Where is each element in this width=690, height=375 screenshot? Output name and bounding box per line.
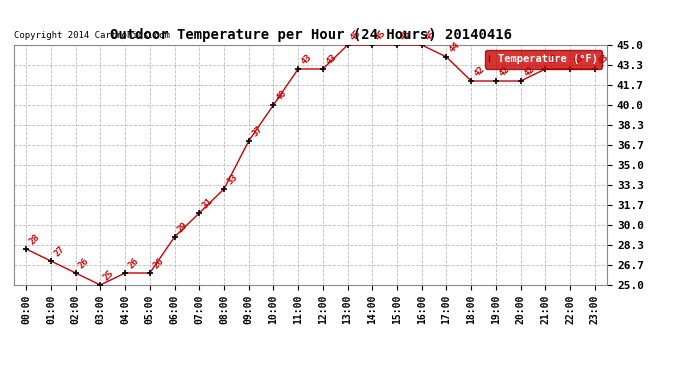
Text: 31: 31 [201,196,215,210]
Text: 45: 45 [398,28,413,42]
Text: 27: 27 [52,244,66,258]
Text: 25: 25 [101,268,116,282]
Text: 29: 29 [176,220,190,234]
Text: 42: 42 [473,64,486,78]
Text: 42: 42 [497,64,511,78]
Text: 37: 37 [250,124,264,138]
Text: 43: 43 [571,52,586,66]
Text: 33: 33 [226,172,239,186]
Text: 43: 43 [546,52,561,66]
Text: Copyright 2014 Cartronics.com: Copyright 2014 Cartronics.com [14,31,170,40]
Title: Outdoor Temperature per Hour (24 Hours) 20140416: Outdoor Temperature per Hour (24 Hours) … [110,28,511,42]
Text: 40: 40 [275,88,289,102]
Text: 44: 44 [448,40,462,54]
Text: 43: 43 [299,52,313,66]
Text: 42: 42 [522,64,536,78]
Text: 43: 43 [324,52,338,66]
Text: 28: 28 [28,232,41,246]
Text: 26: 26 [77,256,91,270]
Text: 26: 26 [126,256,141,270]
Text: 26: 26 [151,256,165,270]
Text: 45: 45 [349,28,363,42]
Text: 45: 45 [374,28,388,42]
Text: 45: 45 [423,28,437,42]
Legend: Temperature (°F): Temperature (°F) [485,50,602,69]
Text: 43: 43 [596,52,610,66]
